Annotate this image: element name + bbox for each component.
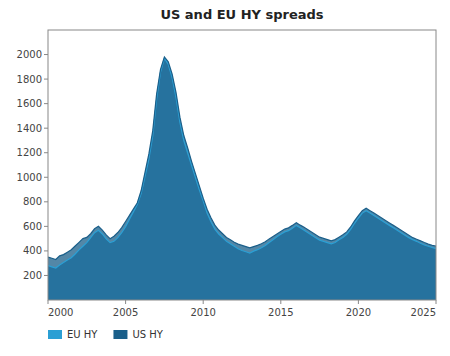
y-tick-label: 400 [23, 245, 42, 256]
x-tick [436, 300, 437, 304]
plot-frame [48, 30, 436, 300]
y-tick-label: 2000 [17, 49, 42, 60]
legend-label: EU HY [67, 329, 98, 340]
y-tick-label: 600 [23, 221, 42, 232]
y-tick [44, 177, 48, 178]
y-tick [44, 152, 48, 153]
y-tick [44, 128, 48, 129]
y-tick [44, 54, 48, 55]
plot-area [48, 57, 436, 300]
y-tick-label: 1600 [17, 98, 42, 109]
x-tick [48, 300, 49, 304]
line [48, 57, 436, 260]
y-tick-label: 1800 [17, 74, 42, 85]
y-tick-label: 1200 [17, 147, 42, 158]
y-tick-label: 800 [23, 196, 42, 207]
x-tick [280, 300, 281, 304]
x-tick-label: 2025 [411, 307, 436, 318]
y-tick [44, 226, 48, 227]
line [48, 58, 436, 268]
legend-swatch [113, 330, 127, 339]
x-tick-label: 2020 [346, 307, 371, 318]
x-tick-label: 2010 [190, 307, 215, 318]
y-tick [44, 201, 48, 202]
legend-item: US HY [113, 329, 163, 340]
legend-swatch [48, 330, 62, 339]
x-tick [358, 300, 359, 304]
legend-label: US HY [132, 329, 163, 340]
y-tick-label: 200 [23, 270, 42, 281]
y-tick [44, 250, 48, 251]
y-tick-label: 1400 [17, 123, 42, 134]
y-tick-label: 1000 [17, 172, 42, 183]
x-tick [203, 300, 204, 304]
x-tick-label: 2015 [268, 307, 293, 318]
y-tick [44, 275, 48, 276]
legend: EU HY US HY [48, 329, 164, 340]
x-tick-label: 2000 [48, 307, 73, 318]
legend-item: EU HY [48, 329, 98, 340]
y-tick [44, 103, 48, 104]
x-tick [125, 300, 126, 304]
title: US and EU HY spreads [160, 7, 323, 22]
x-tick-label: 2005 [113, 307, 138, 318]
chart: US and EU HY spreads 200 400 600 800 1000 1200… [0, 0, 450, 356]
area [48, 57, 436, 300]
y-tick [44, 79, 48, 80]
